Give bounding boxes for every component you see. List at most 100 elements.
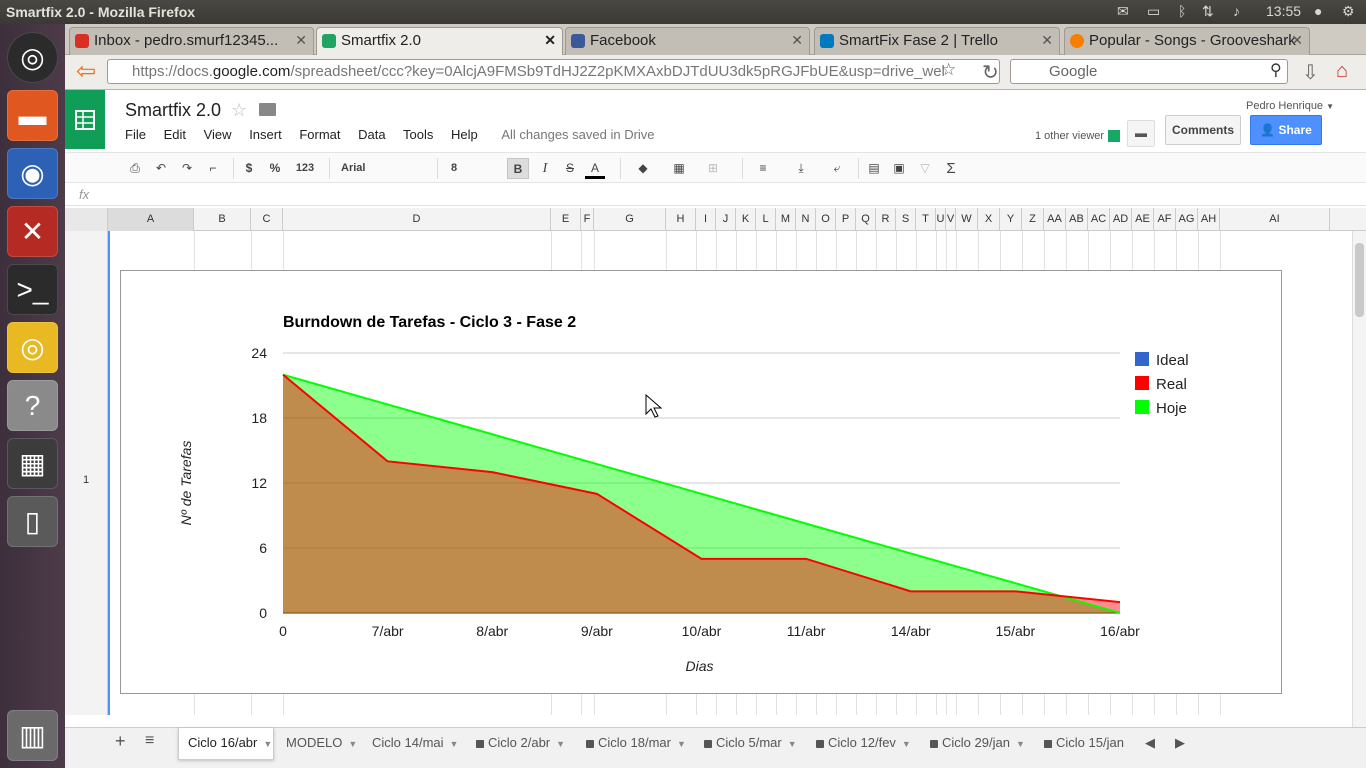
column-header[interactable]: E bbox=[551, 208, 581, 231]
tab-smartfix[interactable]: Smartfix 2.0 ✕ bbox=[316, 27, 563, 55]
font-size-select[interactable]: 8 bbox=[451, 158, 491, 179]
column-header[interactable]: N bbox=[796, 208, 816, 231]
column-header[interactable]: C bbox=[251, 208, 283, 231]
scroll-tabs-left-icon[interactable]: ◀ bbox=[1145, 728, 1165, 760]
column-header[interactable]: L bbox=[756, 208, 776, 231]
back-arrow-icon[interactable]: ⇦ bbox=[71, 59, 101, 85]
borders-icon[interactable]: ▦ bbox=[667, 158, 691, 179]
column-header[interactable]: AI bbox=[1220, 208, 1330, 231]
column-header[interactable]: AF bbox=[1154, 208, 1176, 231]
paint-format-icon[interactable]: ⌐ bbox=[203, 158, 223, 179]
column-header[interactable]: A bbox=[108, 208, 194, 231]
insert-comment-icon[interactable]: ▤ bbox=[863, 158, 885, 179]
italic-button[interactable]: I bbox=[535, 158, 555, 179]
all-sheets-list-icon[interactable]: ≡ bbox=[145, 728, 165, 760]
user-icon[interactable]: ● bbox=[1314, 3, 1322, 19]
column-header[interactable]: I bbox=[696, 208, 716, 231]
column-header[interactable]: Y bbox=[1000, 208, 1022, 231]
column-header[interactable]: AC bbox=[1088, 208, 1110, 231]
column-header[interactable]: M bbox=[776, 208, 796, 231]
sheet-tab[interactable]: Ciclo 12/fev ▼ bbox=[807, 728, 917, 760]
column-header[interactable]: AB bbox=[1066, 208, 1088, 231]
files-folder-icon[interactable]: ▬ bbox=[7, 90, 58, 141]
close-icon[interactable]: ✕ bbox=[544, 32, 556, 49]
burndown-chart[interactable]: 0 6 12 18 24 0 7/abr 8/abr 9/abr 10/abr 11/abr 14/a… bbox=[120, 270, 1282, 694]
row-number[interactable]: 1 bbox=[83, 474, 89, 486]
search-input[interactable]: Google bbox=[1010, 59, 1288, 84]
mail-icon[interactable]: ✉ bbox=[1117, 3, 1129, 20]
chevron-down-icon[interactable]: ▼ bbox=[348, 739, 357, 749]
tab-facebook[interactable]: Facebook ✕ bbox=[565, 27, 810, 55]
print-icon[interactable]: ⎙ bbox=[125, 158, 145, 179]
sheet-tab[interactable]: Ciclo 18/mar ▼ bbox=[577, 728, 691, 760]
settings-gear-icon[interactable]: ⚙ bbox=[1342, 3, 1355, 20]
text-color-button[interactable]: A bbox=[585, 158, 605, 179]
strikethrough-button[interactable]: S bbox=[560, 158, 580, 179]
column-header[interactable]: AA bbox=[1044, 208, 1066, 231]
workspace-switcher-icon[interactable]: ▦ bbox=[7, 438, 58, 489]
tab-trello[interactable]: SmartFix Fase 2 | Trello ✕ bbox=[814, 27, 1060, 55]
clock[interactable]: 13:55 bbox=[1266, 3, 1301, 19]
star-icon[interactable]: ☆ bbox=[231, 100, 247, 121]
user-menu[interactable]: Pedro Henrique ▼ bbox=[1246, 100, 1334, 112]
column-header[interactable]: T bbox=[916, 208, 936, 231]
column-header[interactable]: U bbox=[936, 208, 946, 231]
bookmark-star-icon[interactable]: ☆ bbox=[941, 60, 956, 80]
wrap-text-icon[interactable]: ⤶ bbox=[825, 158, 849, 179]
sheet-tab[interactable]: MODELO ▼ bbox=[277, 728, 361, 760]
menu-edit[interactable]: Edit bbox=[164, 127, 186, 142]
doc-title[interactable]: Smartfix 2.0 bbox=[125, 100, 221, 121]
close-icon[interactable]: ✕ bbox=[1041, 32, 1053, 49]
formula-bar[interactable]: fx bbox=[65, 184, 1366, 206]
align-left-icon[interactable]: ≡ bbox=[751, 158, 775, 179]
scrollbar-thumb[interactable] bbox=[1355, 243, 1364, 317]
chevron-down-icon[interactable]: ▼ bbox=[450, 739, 459, 749]
trash-icon[interactable]: ▥ bbox=[7, 710, 58, 761]
number-format-button[interactable]: 123 bbox=[290, 158, 320, 179]
help-icon[interactable]: ? bbox=[7, 380, 58, 431]
percent-button[interactable]: % bbox=[267, 158, 283, 179]
phone-device-icon[interactable]: ▯ bbox=[7, 496, 58, 547]
chevron-down-icon[interactable]: ▼ bbox=[677, 739, 686, 749]
chevron-down-icon[interactable]: ▼ bbox=[263, 739, 272, 749]
insert-chart-icon[interactable]: ▣ bbox=[888, 158, 910, 179]
column-header[interactable]: H bbox=[666, 208, 696, 231]
column-header[interactable]: W bbox=[956, 208, 978, 231]
sheet-tab[interactable]: Ciclo 2/abr ▼ bbox=[467, 728, 573, 760]
search-icon[interactable]: ⚲ bbox=[1270, 60, 1282, 80]
menu-help[interactable]: Help bbox=[451, 127, 478, 142]
column-header[interactable]: G bbox=[594, 208, 666, 231]
column-header[interactable]: K bbox=[736, 208, 756, 231]
bold-button[interactable]: B bbox=[507, 158, 529, 179]
vertical-align-bottom-icon[interactable]: ⤓ bbox=[789, 158, 813, 179]
redo-icon[interactable]: ↷ bbox=[177, 158, 197, 179]
undo-icon[interactable]: ↶ bbox=[151, 158, 171, 179]
tab-inbox[interactable]: Inbox - pedro.smurf12345... ✕ bbox=[69, 27, 314, 55]
close-icon[interactable]: ✕ bbox=[1291, 32, 1303, 49]
sheet-tab[interactable]: Ciclo 16/abr ▼ bbox=[178, 728, 274, 760]
vertical-scrollbar[interactable] bbox=[1352, 231, 1366, 727]
chevron-down-icon[interactable]: ▼ bbox=[788, 739, 797, 749]
add-sheet-plus-icon[interactable]: + bbox=[115, 728, 135, 760]
home-icon[interactable]: ⌂ bbox=[1336, 60, 1348, 83]
merge-cells-icon[interactable]: ⊞ bbox=[701, 158, 725, 179]
menu-insert[interactable]: Insert bbox=[249, 127, 282, 142]
column-header[interactable]: B bbox=[194, 208, 251, 231]
comments-button[interactable]: Comments bbox=[1165, 115, 1241, 145]
sheet-tab[interactable]: Ciclo 15/jan bbox=[1035, 728, 1135, 760]
fill-color-icon[interactable]: ◆ bbox=[631, 158, 655, 179]
network-icon[interactable]: ⇅ bbox=[1202, 3, 1214, 20]
scroll-tabs-right-icon[interactable]: ▶ bbox=[1175, 728, 1195, 760]
chevron-down-icon[interactable]: ▼ bbox=[902, 739, 911, 749]
bluetooth-icon[interactable]: ᛒ bbox=[1178, 3, 1186, 19]
url-bar[interactable]: https://docs.google.com/spreadsheet/ccc?… bbox=[107, 59, 1000, 84]
ubuntu-home-icon[interactable]: ◎ bbox=[7, 32, 58, 83]
reload-icon[interactable]: ↻ bbox=[982, 60, 999, 85]
menu-view[interactable]: View bbox=[204, 127, 232, 142]
column-header[interactable]: S bbox=[896, 208, 916, 231]
column-header[interactable]: P bbox=[836, 208, 856, 231]
column-header[interactable]: X bbox=[978, 208, 1000, 231]
font-family-select[interactable]: Arial bbox=[341, 158, 421, 179]
column-header[interactable]: Q bbox=[856, 208, 876, 231]
column-header[interactable]: AD bbox=[1110, 208, 1132, 231]
